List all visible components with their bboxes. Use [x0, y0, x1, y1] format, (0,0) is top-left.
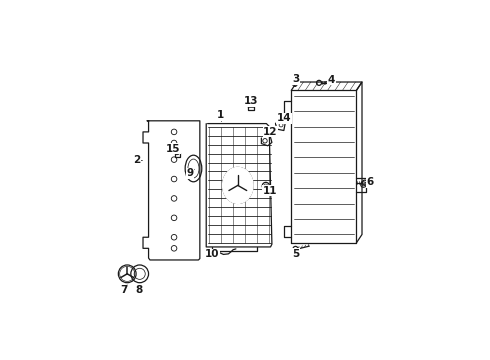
Text: 2: 2	[133, 155, 141, 165]
Text: 4: 4	[328, 75, 335, 85]
Text: 1: 1	[217, 110, 224, 120]
Text: 6: 6	[367, 177, 374, 187]
Text: 3: 3	[292, 74, 299, 84]
Ellipse shape	[222, 167, 253, 203]
Text: 12: 12	[263, 127, 278, 137]
Text: 7: 7	[120, 285, 127, 296]
Text: 10: 10	[204, 249, 219, 260]
Text: 8: 8	[135, 285, 143, 296]
Text: 9: 9	[187, 168, 194, 179]
Text: 14: 14	[276, 113, 291, 123]
Text: 11: 11	[263, 186, 277, 196]
Text: 5: 5	[292, 249, 299, 259]
Text: 15: 15	[166, 144, 180, 153]
Text: 13: 13	[244, 96, 258, 107]
